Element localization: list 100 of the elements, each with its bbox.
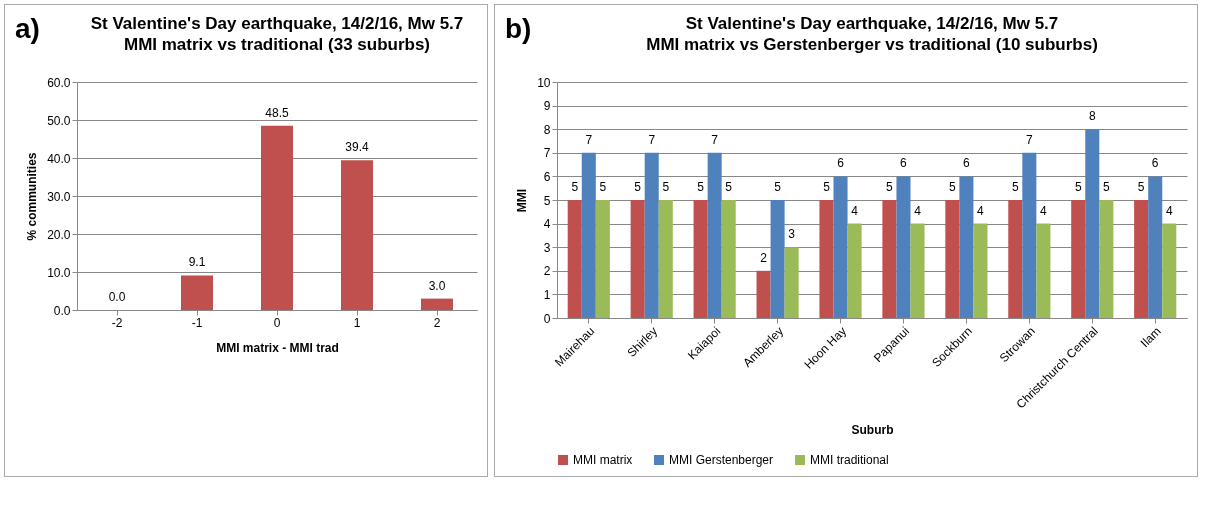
y-tick-label: 8 [543,122,551,137]
data-label: 6 [900,156,908,171]
data-label: 3 [788,227,796,242]
data-label: 5 [634,180,642,194]
bar [1022,152,1037,318]
y-tick-label: 4 [543,217,551,232]
bar [1148,176,1163,318]
legend-label: MMI traditional [810,453,889,467]
data-label: 6 [1151,156,1159,171]
y-tick-label: 2 [543,264,551,279]
data-label: 2 [760,250,768,265]
bar [261,125,293,310]
y-tick-label: 3 [543,240,551,255]
bar [1085,129,1100,318]
data-label: 7 [585,132,593,147]
y-axis-title: MMI [515,188,530,213]
data-label: 5 [571,180,579,194]
data-label: 4 [1040,203,1048,218]
bar [1071,200,1086,318]
bar [721,200,736,318]
data-label: 5 [949,180,957,194]
bar [770,200,785,318]
chart-subtitle: MMI matrix vs traditional (33 suburbs) [123,35,431,54]
y-tick-label: 1 [543,287,551,302]
bar [756,270,771,318]
bar [1036,223,1051,318]
bar [658,200,673,318]
bar [581,152,596,318]
y-axis-title: % communities [25,152,40,241]
data-label: 6 [963,156,971,171]
bar [1134,200,1149,318]
y-tick-label: 5 [543,193,551,208]
data-label: 9.1 [188,255,206,270]
bar [693,200,708,318]
data-label: 5 [697,180,705,194]
x-tick-label: -1 [191,315,203,330]
data-label: 4 [1165,203,1173,218]
data-label: 4 [914,203,922,218]
legend-label: MMI matrix [573,453,633,467]
y-tick-label: 7 [543,146,551,161]
x-tick-label: 0 [273,315,281,330]
bar [707,152,722,318]
data-label: 39.4 [345,140,369,155]
data-label: 7 [1026,132,1033,147]
data-label: 5 [1102,180,1110,194]
y-tick-label: 60.0 [47,75,71,90]
data-label: 48.5 [265,105,289,120]
data-label: 5 [886,180,894,194]
bar [847,223,862,318]
bar [896,176,911,318]
bar [567,200,582,318]
bar [341,160,373,310]
bar [882,200,897,318]
chart-title: St Valentine's Day earthquake, 14/2/16, Mw 5.7 [90,14,464,33]
bar [945,200,960,318]
bar [644,152,659,318]
chart-title: St Valentine's Day earthquake, 14/2/16, Mw 5.7 [685,14,1059,33]
x-tick-label: -2 [111,315,123,330]
bar [630,200,645,318]
data-label: 5 [662,180,670,194]
bar [784,247,799,318]
data-label: 0.0 [108,290,126,304]
data-label: 5 [1011,180,1019,194]
y-tick-label: 0.0 [53,303,71,318]
data-label: 6 [837,156,845,171]
data-label: 5 [725,180,733,194]
data-label: 5 [823,180,831,194]
bar [910,223,925,318]
text: a) [15,13,40,45]
x-axis-title: MMI matrix - MMI trad [216,340,339,355]
bar [833,176,848,318]
data-label: 5 [599,180,607,194]
data-label: 3.0 [428,278,446,293]
y-tick-label: 10.0 [47,265,71,280]
x-tick-label: Ilam [1137,324,1164,351]
data-label: 8 [1088,109,1096,124]
data-label: 4 [977,203,985,218]
x-tick-label: 2 [433,315,441,330]
text: b) [505,13,532,45]
y-tick-label: 50.0 [47,113,71,128]
data-label: 7 [711,132,719,147]
data-label: 5 [1137,180,1145,194]
y-tick-label: 10 [537,75,551,90]
bar [819,200,834,318]
data-label: 5 [1074,180,1082,194]
y-tick-label: 6 [543,169,551,184]
data-label: 4 [851,203,859,218]
y-tick-label: 30.0 [47,189,71,204]
data-label: 7 [648,132,656,147]
bar [421,298,453,310]
bar [1162,223,1177,318]
y-tick-label: 20.0 [47,227,71,242]
legend-label: MMI Gerstenberger [669,453,774,467]
bar [1008,200,1023,318]
x-axis-title: Suburb [851,422,894,437]
y-tick-label: 40.0 [47,151,71,166]
bar [1099,200,1114,318]
bar [959,176,974,318]
bar [181,275,213,310]
chart-subtitle: MMI matrix vs Gerstenberger vs traditional (10 suburbs) [646,35,1098,54]
